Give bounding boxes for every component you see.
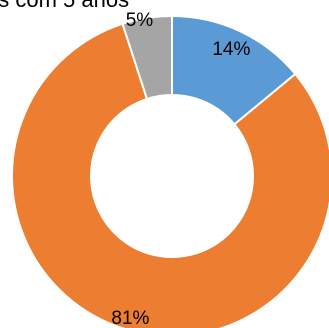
slice-label-3: 5% — [126, 10, 154, 31]
donut-slices — [11, 14, 329, 328]
donut-slice-3 — [121, 14, 173, 101]
chart-title: es com 5 anos — [0, 0, 329, 13]
slice-labels: 14% 81% 5% — [111, 10, 250, 328]
donut-slice-2 — [11, 22, 329, 328]
slice-label-2: 81% — [111, 308, 149, 328]
slice-label-1: 14% — [212, 39, 250, 60]
